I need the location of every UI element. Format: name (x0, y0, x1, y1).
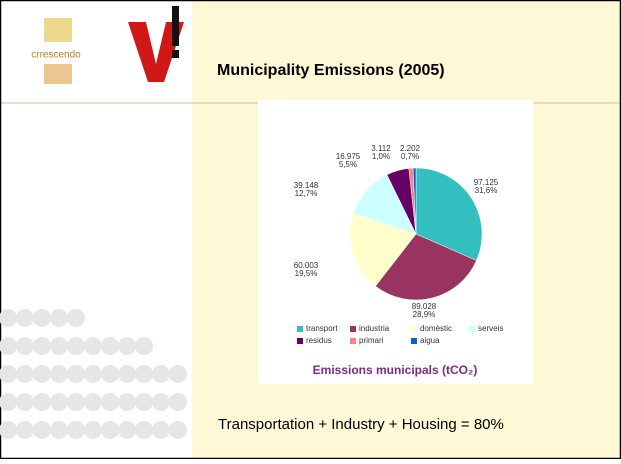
value-label: 2.202 (400, 144, 421, 153)
legend-label: serveis (478, 324, 503, 333)
decor-dot (135, 365, 153, 383)
decor-dot (33, 421, 51, 439)
decor-dot (101, 393, 119, 411)
brand-mark (172, 50, 179, 58)
value-label: 16.975 (336, 152, 361, 161)
decor-dot (169, 421, 187, 439)
decor-dot (0, 393, 17, 411)
decor-dot (152, 421, 170, 439)
legend-label: residus (306, 336, 332, 345)
percentage-label: 31,6% (475, 186, 498, 195)
decor-dot (0, 421, 17, 439)
decor-dot (33, 365, 51, 383)
decor-dot (84, 421, 102, 439)
value-label: 39.148 (294, 181, 319, 190)
percentage-label: 19,5% (295, 269, 318, 278)
decor-dot (67, 309, 85, 327)
pie-slice (349, 213, 417, 287)
decor-dot (50, 337, 68, 355)
legend-swatch (297, 338, 303, 344)
value-label: 97.125 (474, 178, 499, 187)
logo-icon (44, 18, 72, 42)
decor-dot (84, 337, 102, 355)
legend-label: transport (306, 324, 338, 333)
decor-dot (135, 337, 153, 355)
logo-text: crrescendo (31, 50, 81, 61)
decor-dot (118, 365, 136, 383)
decor-dot (135, 393, 153, 411)
decor-dot (16, 421, 34, 439)
decor-dot (169, 365, 187, 383)
percentage-label: 12,7% (295, 189, 318, 198)
legend-swatch (297, 326, 303, 332)
legend-swatch (350, 326, 356, 332)
legend-swatch (350, 338, 356, 344)
logo-icon (44, 64, 72, 84)
decor-dot (50, 365, 68, 383)
value-label: 89.028 (412, 302, 437, 311)
decor-dot (67, 393, 85, 411)
decor-dot (67, 365, 85, 383)
decor-dot (16, 309, 34, 327)
decor-dot (118, 393, 136, 411)
legend-swatch (411, 326, 417, 332)
decor-dot (118, 337, 136, 355)
slide-title: Municipality Emissions (2005) (217, 62, 445, 79)
decor-dot (67, 421, 85, 439)
decor-dot (16, 337, 34, 355)
decoration (0, 309, 187, 439)
decor-dot (16, 393, 34, 411)
legend-label: primari (359, 336, 384, 345)
legend-label: aigua (420, 336, 440, 345)
decor-dot (169, 393, 187, 411)
decor-dot (152, 365, 170, 383)
decor-dot (101, 421, 119, 439)
pie-slice (415, 167, 483, 261)
percentage-label: 1,0% (372, 152, 390, 161)
decor-dot (50, 309, 68, 327)
decor-dot (135, 421, 153, 439)
decor-dot (50, 393, 68, 411)
decor-dot (101, 337, 119, 355)
legend-swatch (469, 326, 475, 332)
value-label: 60.003 (294, 261, 319, 270)
decor-dot (16, 365, 34, 383)
brand-mark (128, 22, 184, 82)
percentage-label: 28,9% (413, 310, 436, 319)
decor-dot (118, 421, 136, 439)
legend-swatch (411, 338, 417, 344)
decor-dot (101, 365, 119, 383)
decor-dot (33, 309, 51, 327)
decor-dot (67, 337, 85, 355)
value-label: 3.112 (371, 144, 391, 153)
decor-dot (152, 393, 170, 411)
legend-label: industria (359, 324, 390, 333)
decor-dot (0, 365, 17, 383)
decor-dot (0, 337, 17, 355)
decor-dot (84, 393, 102, 411)
decor-dot (50, 421, 68, 439)
legend-label: domèstic (420, 324, 452, 333)
decor-dot (33, 337, 51, 355)
decor-dot (0, 309, 17, 327)
decor-dot (84, 365, 102, 383)
brand-mark (172, 6, 179, 46)
caption: Transportation + Industry + Housing = 80… (218, 416, 504, 433)
chart-title: Emissions municipals (tCO₂) (313, 363, 478, 377)
decor-dot (33, 393, 51, 411)
percentage-label: 5,5% (339, 160, 357, 169)
percentage-label: 0,7% (401, 152, 419, 161)
pie-slice (412, 167, 417, 235)
pie-slice (375, 233, 477, 301)
